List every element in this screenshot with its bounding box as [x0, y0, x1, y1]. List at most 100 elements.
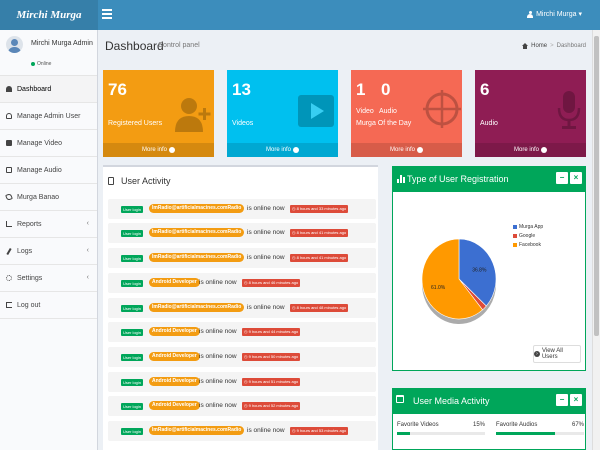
user-login-badge: User login	[121, 230, 144, 237]
stat-label: Videos	[232, 120, 254, 127]
time-ago-label: 8 hours and 48 minutes ago	[296, 305, 347, 310]
user-badge[interactable]: ImRadio@artificialmacines.comRadio	[149, 303, 245, 312]
user-login-badge: User login	[121, 403, 144, 410]
activity-row: User login Android Developer is online now…	[108, 372, 376, 392]
user-badge[interactable]: Android Developer	[149, 352, 200, 361]
scrollbar-thumb[interactable]	[594, 36, 599, 336]
user-badge[interactable]: ImRadio@artificialmacines.comRadio	[149, 228, 245, 237]
page-subtitle: Control panel	[158, 42, 200, 49]
view-all-users-button[interactable]: › View All Users	[533, 345, 581, 363]
close-button[interactable]: ×	[570, 172, 582, 184]
breadcrumb-separator: >	[550, 43, 554, 49]
stat-label: Audio	[480, 120, 498, 127]
more-info-link[interactable]: More info ›	[351, 143, 462, 157]
close-button[interactable]: ×	[570, 394, 582, 406]
time-ago-label: 9 hours and 53 minutes ago	[296, 428, 347, 433]
user-activity-box: User Activity User login ImRadio@artifici…	[103, 165, 378, 450]
sidebar-item-manage-video[interactable]: Manage Video	[0, 130, 97, 157]
activity-row: User login ImRadio@artificialmacines.comR…	[108, 421, 376, 441]
user-badge[interactable]: ImRadio@artificialmacines.comRadio	[149, 204, 245, 213]
sidebar-item-label: Settings	[17, 274, 43, 282]
user-login-badge: User login	[121, 329, 144, 336]
dashboard-icon	[6, 86, 12, 92]
time-ago-label: 9 hours and 50 minutes ago	[248, 354, 299, 359]
legend-swatch	[513, 234, 517, 238]
time-ago-badge: ◷ 9 hours and 52 minutes ago	[242, 402, 301, 410]
online-dot-icon	[31, 62, 35, 66]
sidebar-item-reports[interactable]: Reports ‹	[0, 211, 97, 238]
stat-label: Registered Users	[108, 120, 163, 127]
time-ago-label: 8 hours and 41 minutes ago	[296, 230, 347, 235]
progress-bar	[397, 432, 485, 435]
crosshair-icon	[423, 90, 461, 128]
more-info-link[interactable]: More info ›	[103, 143, 214, 157]
user-badge[interactable]: ImRadio@artificialmacines.comRadio	[149, 426, 245, 435]
minimize-button[interactable]: −	[556, 394, 568, 406]
legend-item: Murga App	[513, 224, 543, 230]
progress-fill	[397, 432, 411, 435]
progress-value: 67%	[571, 422, 584, 428]
sidebar-item-label: Log out	[17, 301, 41, 309]
user-badge[interactable]: ImRadio@artificialmacines.comRadio	[149, 253, 245, 262]
time-ago-badge: ◷ 9 hours and 51 minutes ago	[242, 378, 301, 386]
user-badge[interactable]: Android Developer	[149, 278, 200, 287]
clock-icon: ◷	[292, 206, 297, 211]
view-all-label: View All Users	[541, 348, 563, 360]
online-status-text: is online now	[247, 254, 285, 261]
stat-videos: 13 Videos More info ›	[227, 70, 338, 157]
user-icon	[6, 113, 12, 119]
home-icon	[522, 43, 529, 49]
pie-slice-facebook[interactable]	[421, 238, 483, 320]
arrow-circle-right-icon: ›	[293, 147, 299, 153]
breadcrumb-home[interactable]: Home	[531, 43, 548, 49]
sidebar-item-label: Manage Video	[17, 139, 63, 147]
pie-data-label: 36.8%	[472, 267, 487, 273]
user-badge[interactable]: Android Developer	[149, 327, 200, 336]
stat-number-audio: 0	[381, 80, 391, 99]
time-ago-badge: ◷ 8 hours and 48 minutes ago	[290, 304, 349, 312]
minimize-button[interactable]: −	[556, 172, 568, 184]
sidebar-item-murga-banao[interactable]: Murga Banao	[0, 184, 97, 211]
sidebar-item-manage-admin-user[interactable]: Manage Admin User	[0, 103, 97, 130]
sidebar-item-settings[interactable]: Settings ‹	[0, 265, 97, 292]
time-ago-badge: ◷ 8 hours and 41 minutes ago	[290, 254, 349, 262]
sidebar-item-logs[interactable]: Logs ‹	[0, 238, 97, 265]
user-login-badge: User login	[121, 428, 144, 435]
user-icon	[527, 10, 534, 18]
sidebar-item-dashboard[interactable]: Dashboard	[0, 76, 97, 103]
sidebar-item-label: Dashboard	[17, 85, 52, 93]
user-login-badge: User login	[121, 379, 144, 386]
box-header: Type of User Registration − ×	[392, 166, 586, 192]
user-badge[interactable]: Android Developer	[149, 377, 200, 386]
status-label: Online	[37, 61, 52, 67]
bar-chart-icon	[397, 175, 405, 183]
stat-label-video: Video	[356, 108, 374, 115]
box-title: User Activity	[121, 176, 171, 186]
time-ago-label: 9 hours and 51 minutes ago	[248, 379, 299, 384]
activity-row: User login Android Developer is online now…	[108, 396, 376, 416]
progress-label: Favorite Audios	[496, 422, 538, 428]
time-ago-badge: ◷ 9 hours and 44 minutes ago	[242, 328, 301, 336]
time-ago-label: 8 hours and 33 minutes ago	[296, 206, 347, 211]
time-ago-label: 9 hours and 44 minutes ago	[248, 329, 299, 334]
page-scrollbar[interactable]	[592, 30, 600, 450]
more-info-link[interactable]: More info ›	[475, 143, 586, 157]
clock-icon: ◷	[292, 305, 297, 310]
user-badge[interactable]: Android Developer	[149, 401, 200, 410]
video-play-icon	[298, 95, 334, 127]
menu-toggle-icon[interactable]	[102, 9, 112, 19]
stat-audio: 6 Audio More info ›	[475, 70, 586, 157]
user-menu[interactable]: Mirchi Murga ▾	[527, 10, 582, 18]
sidebar-item-label: Reports	[17, 220, 42, 228]
sidebar-item-logout[interactable]: Log out	[0, 292, 97, 319]
status-online: Online	[31, 61, 51, 67]
online-status-text: is online now	[199, 279, 237, 286]
more-info-link[interactable]: More info ›	[227, 143, 338, 157]
sidebar-item-manage-audio[interactable]: Manage Audio	[0, 157, 97, 184]
pie-slice-murga-app[interactable]	[458, 238, 497, 307]
breadcrumb: Home > Dashboard	[522, 43, 586, 49]
stat-number: 76	[108, 80, 127, 99]
app-logo[interactable]: Mirchi Murga	[0, 0, 98, 30]
time-ago-label: 8 hours and 46 minutes ago	[248, 280, 299, 285]
arrow-circle-right-icon: ›	[541, 147, 547, 153]
